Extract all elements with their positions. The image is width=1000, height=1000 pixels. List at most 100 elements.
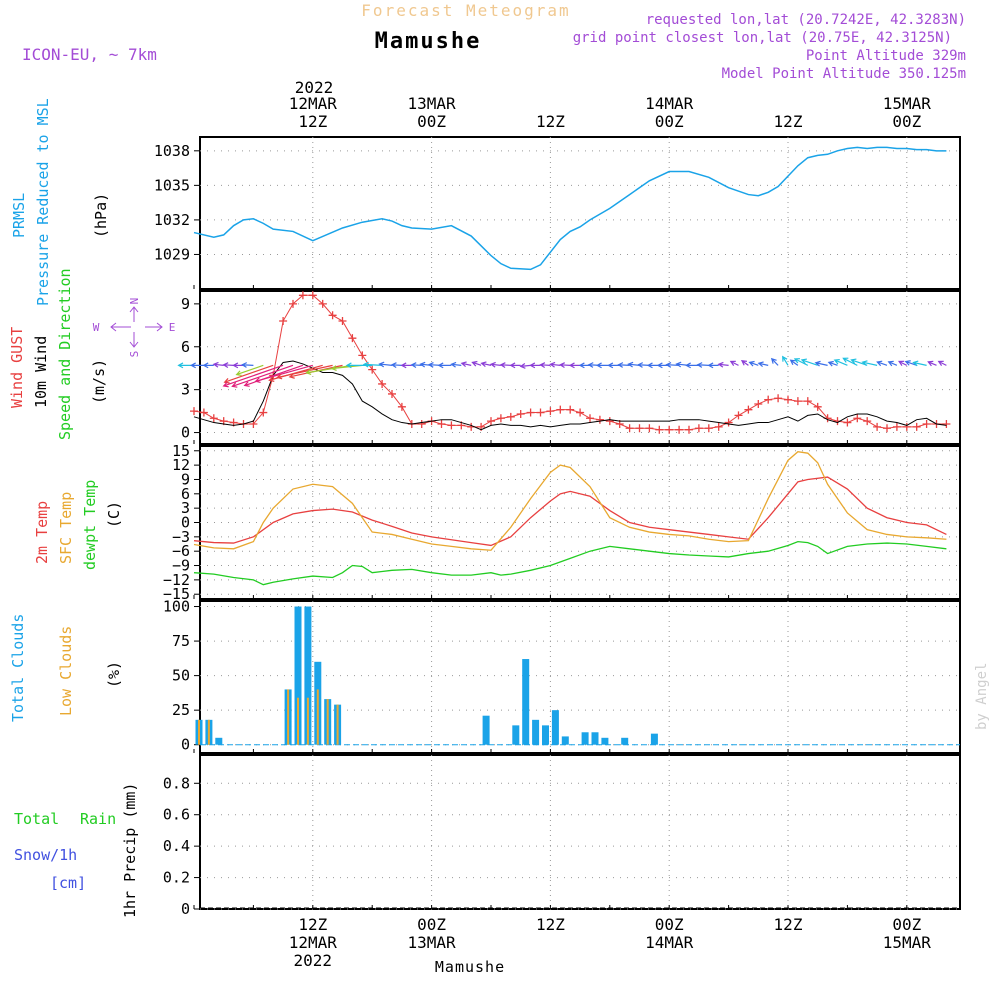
cloud-unit-label: (%) (105, 661, 123, 688)
temp-sfc-line (193, 451, 947, 551)
wind-barb (740, 360, 749, 366)
gust-marker (853, 414, 862, 423)
bottom-hour-label: 12Z (536, 915, 565, 934)
gust-marker (665, 425, 674, 434)
gust-marker (417, 419, 426, 428)
wind-speed-dir-label: Speed and Direction (56, 268, 74, 440)
temp-2m-line (193, 476, 947, 547)
wind-barb (345, 362, 373, 369)
bottom-hour-label: 00Z (892, 915, 921, 934)
footer-location: Mamushe (435, 958, 505, 976)
wind-barb (904, 360, 917, 366)
gust-marker (714, 422, 723, 431)
gust-marker (902, 422, 911, 431)
y-tick-label: 0 (181, 424, 190, 442)
bottom-date-label: 12MAR (289, 933, 338, 952)
top-hour-label: 00Z (655, 112, 684, 131)
panel-frame (199, 600, 961, 754)
prmsl-desc-label: Pressure Reduced to MSL (34, 98, 52, 306)
y-tick-label: 6 (181, 338, 190, 356)
wind-barb (665, 361, 680, 368)
y-tick-label: −9 (172, 557, 190, 575)
wind-barb (912, 360, 927, 367)
top-date-label: 12MAR (289, 94, 338, 113)
chart-title: Mamushe (375, 29, 482, 54)
wind-barb (499, 362, 511, 368)
top-hour-label: 00Z (417, 112, 446, 131)
y-tick-label: 1032 (154, 211, 190, 229)
y-tick-label: 3 (181, 499, 190, 517)
low-cloud-bar (287, 689, 290, 745)
y-tick-label: 1038 (154, 142, 190, 160)
y-tick-label: −12 (163, 571, 190, 589)
y-tick-label: 75 (172, 632, 190, 650)
wind-barb (254, 364, 313, 384)
y-tick-label: 25 (172, 701, 190, 719)
gust-marker (754, 399, 763, 408)
wind-barb (617, 362, 630, 368)
y-tick-label: 0 (181, 900, 190, 918)
gust-marker (209, 414, 218, 423)
wind-barb (898, 360, 908, 366)
y-tick-label: −6 (172, 542, 190, 560)
gust-marker (516, 409, 525, 418)
gust-marker (892, 422, 901, 431)
wind-barb (460, 361, 472, 368)
top-hour-label: 12Z (536, 112, 565, 131)
wind-gust-label: Wind GUST (8, 327, 26, 408)
panel-frame (199, 136, 961, 290)
gust-marker (685, 425, 693, 434)
wind-barb (222, 362, 234, 368)
y-tick-label: 15 (172, 442, 190, 460)
wind-barb (861, 360, 878, 366)
top-year-label: 2022 (295, 78, 334, 97)
gust-marker (338, 317, 347, 326)
y-tick-label: 6 (181, 485, 190, 503)
gust-marker (744, 405, 753, 414)
total-cloud-bar (551, 710, 559, 745)
y-tick-label: 0.2 (163, 869, 190, 887)
side-labels: PRMSL Pressure Reduced to MSL (hPa) Wind… (8, 98, 175, 918)
top-date-label: 15MAR (883, 94, 932, 113)
wind-barb (782, 355, 789, 366)
wind-barb (212, 361, 224, 368)
total-cloud-bar (215, 737, 223, 745)
gust-marker (526, 408, 535, 417)
low-cloud-bar (297, 697, 299, 745)
wind-barb (800, 358, 818, 366)
wind-barb (240, 362, 254, 368)
gust-marker (942, 419, 951, 428)
gust-marker (764, 395, 773, 404)
gust-marker (546, 407, 555, 416)
top-hour-label: 12Z (298, 112, 327, 131)
low-cloud-bar (336, 704, 339, 745)
low-cloud-bar (198, 719, 200, 745)
y-tick-label: 0.4 (163, 837, 190, 855)
gust-marker (328, 311, 337, 320)
wind-barb (410, 362, 422, 368)
low-cloud-bar (207, 719, 210, 745)
wind-barb (937, 360, 947, 366)
gust-marker (566, 405, 575, 414)
wind-barb (223, 364, 274, 384)
wind-barb (190, 362, 204, 369)
wind-barb (627, 361, 640, 368)
total-cloud-bar (304, 606, 312, 745)
compass-rose: W E N S (93, 298, 176, 358)
wind-barb (243, 364, 304, 387)
gust-marker (308, 291, 317, 300)
wind-panel: 0 3 6 9 (177, 290, 961, 445)
gust-marker (645, 424, 654, 433)
gust-marker (397, 402, 406, 411)
wind-barb (578, 362, 590, 369)
wind-barb (842, 357, 858, 366)
gust-marker (625, 424, 634, 433)
total-cloud-bar (601, 737, 609, 745)
top-date-label: 14MAR (645, 94, 694, 113)
model-point-altitude: Model Point Altitude 350.125m (722, 66, 966, 82)
wind-barb (480, 361, 492, 368)
requested-coords: requested lon,lat (20.7242E, 42.3283N) (646, 12, 966, 28)
